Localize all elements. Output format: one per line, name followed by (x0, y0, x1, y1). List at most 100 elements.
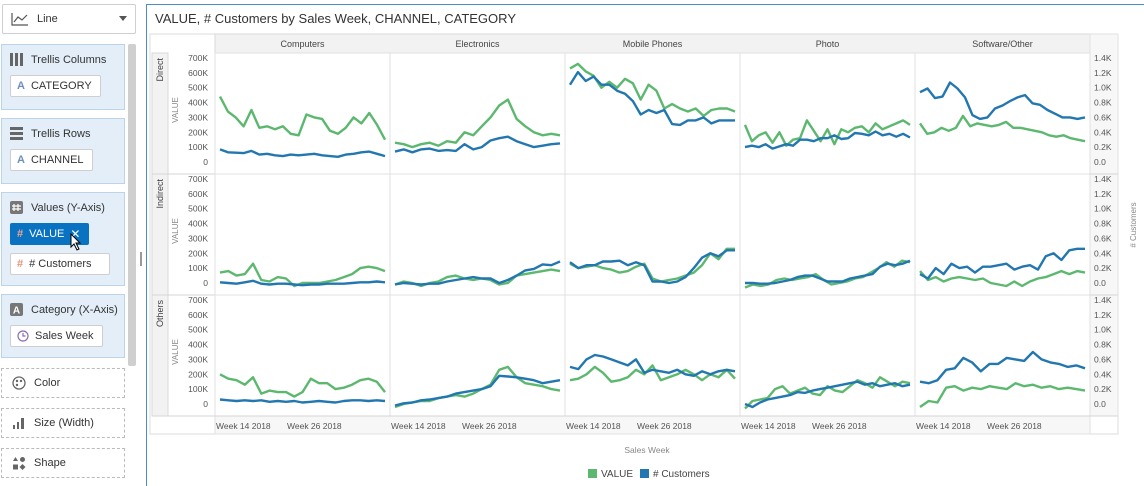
color-dropzone[interactable]: Color (1, 368, 125, 398)
value-series-line (569, 364, 736, 383)
y-tick-label: 700K (188, 53, 208, 63)
legend-label: # Customers (653, 469, 710, 480)
clock-icon (17, 330, 29, 342)
customers-pill[interactable]: # # Customers (10, 253, 110, 275)
y-tick-label: 700K (188, 295, 208, 305)
y-axis-label: VALUE (171, 339, 180, 365)
y2-tick-label: 1.0K (1094, 83, 1112, 93)
trellis-rows-section: Trellis Rows A CHANNEL (1, 118, 125, 184)
chart-title: VALUE, # Customers by Sales Week, CHANNE… (155, 11, 516, 26)
y2-tick-label: 0.2K (1094, 384, 1112, 394)
customers-series-line (744, 380, 911, 409)
customers-pill-label: # Customers (29, 258, 92, 270)
y-tick-label: 500K (188, 325, 208, 335)
y-tick-label: 500K (188, 83, 208, 93)
x-tick-label: Week 14 2018 (741, 421, 796, 431)
x-tick-label: Week 14 2018 (566, 421, 621, 431)
chart-type-dropdown[interactable]: Line (2, 4, 136, 34)
size-label: Size (Width) (34, 417, 94, 429)
y-tick-label: 200K (188, 369, 208, 379)
value-pill-label: VALUE (29, 228, 65, 240)
value-series-line (919, 114, 1086, 143)
chart-canvas[interactable] (146, 4, 1144, 486)
text-attribute-icon: A (17, 154, 25, 166)
sales-week-pill-label: Sales Week (35, 330, 94, 342)
value-series-line (218, 96, 387, 141)
y2-tick-label: 1.2K (1094, 189, 1112, 199)
y2-tick-label: 0.0 (1094, 278, 1106, 288)
value-series-line (919, 382, 1086, 408)
x-tick-label: Week 26 2018 (987, 421, 1042, 431)
shape-dropzone[interactable]: Shape (1, 448, 125, 478)
legend-label: VALUE (601, 469, 633, 480)
y2-tick-label: 1.4K (1094, 53, 1112, 63)
customers-series-line (569, 249, 735, 285)
value-series-line (743, 119, 911, 147)
y2-tick-label: 0.8K (1094, 219, 1112, 229)
x-tick-label: Week 14 2018 (216, 421, 271, 431)
size-dropzone[interactable]: Size (Width) (1, 408, 125, 438)
category-pill[interactable]: A CATEGORY (10, 75, 101, 97)
value-pill[interactable]: # VALUE ✕ (10, 223, 90, 245)
trellis-frame (149, 33, 1119, 435)
y2-tick-label: 0.4K (1094, 369, 1112, 379)
chevron-down-icon[interactable] (119, 16, 127, 21)
y2-tick-label: 1.2K (1094, 68, 1112, 78)
x-tick-label: Week 14 2018 (391, 421, 446, 431)
y-tick-label: 300K (188, 354, 208, 364)
x-tick-label: Week 26 2018 (812, 421, 867, 431)
size-icon (13, 418, 24, 429)
y2-tick-label: 0.8K (1094, 340, 1112, 350)
close-icon[interactable]: ✕ (70, 227, 81, 241)
x-tick-label: Week 26 2018 (287, 421, 342, 431)
customers-series-line (394, 135, 561, 154)
y-tick-label: 500K (188, 204, 208, 214)
y-tick-label: 400K (188, 98, 208, 108)
customers-series-line (919, 247, 1085, 280)
row-header-strip (151, 52, 169, 417)
customers-series-line (394, 260, 561, 286)
column-header: Mobile Phones (623, 39, 683, 49)
values-title: Values (Y-Axis) (31, 201, 105, 214)
column-header: Software/Other (972, 39, 1033, 49)
palette-icon (12, 376, 26, 390)
value-series-line (744, 376, 911, 410)
channel-pill[interactable]: A CHANNEL (10, 149, 93, 171)
y2-tick-label: 0.0 (1094, 157, 1106, 167)
value-series-line (219, 262, 386, 288)
svg-text:A: A (13, 306, 20, 317)
y-axis-label: VALUE (171, 218, 180, 244)
value-series-line (394, 98, 561, 149)
customers-series-line (569, 353, 736, 377)
y2-tick-label: 0.0 (1094, 399, 1106, 409)
y2-tick-label: 1.4K (1094, 295, 1112, 305)
chart-type-label: Line (37, 13, 58, 25)
y-tick-label: 100K (188, 384, 208, 394)
y2-tick-label: 0.2K (1094, 263, 1112, 273)
text-attribute-icon: A (10, 303, 23, 316)
y-tick-label: 300K (188, 233, 208, 243)
y2-tick-label: 1.0K (1094, 204, 1112, 214)
customers-series-line (219, 148, 386, 158)
customers-series-line (745, 259, 911, 285)
customers-series-line (919, 350, 1086, 385)
measure-icon (10, 201, 23, 214)
line-chart-icon (11, 13, 28, 26)
sales-week-pill[interactable]: Sales Week (10, 325, 103, 347)
trellis-columns-title: Trellis Columns (31, 53, 107, 66)
y-tick-label: 400K (188, 340, 208, 350)
x-tick-label: Week 26 2018 (462, 421, 517, 431)
text-attribute-icon: A (17, 80, 25, 92)
color-label: Color (34, 377, 61, 389)
category-pill-label: CATEGORY (30, 80, 92, 92)
category-axis-title: Category (X-Axis) (31, 303, 118, 316)
trellis-columns-icon (10, 53, 23, 66)
y-tick-label: 600K (188, 68, 208, 78)
y2-tick-label: 0.4K (1094, 248, 1112, 258)
y-tick-label: 200K (188, 248, 208, 258)
y-tick-label: 600K (188, 310, 208, 320)
grammar-scrollbar[interactable] (128, 44, 136, 366)
row-header: Direct (155, 58, 165, 82)
panel-resize-handle[interactable] (140, 252, 142, 266)
